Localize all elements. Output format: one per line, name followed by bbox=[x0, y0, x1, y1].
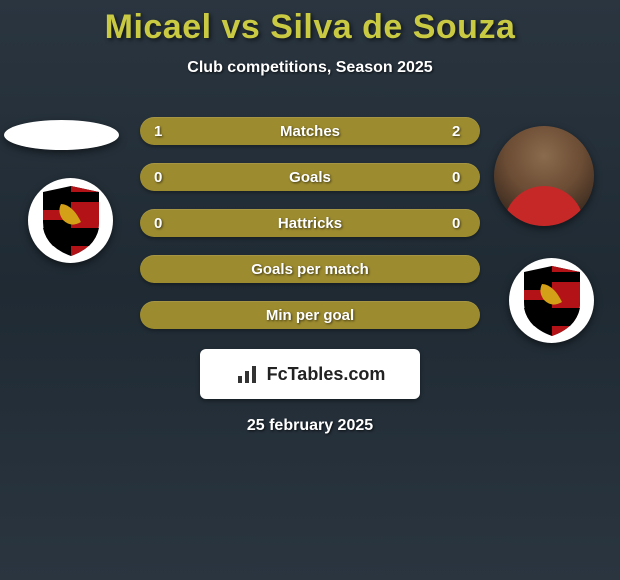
stat-label: Min per goal bbox=[266, 307, 354, 324]
club-left-badge bbox=[28, 178, 113, 263]
stat-left-value: 1 bbox=[154, 123, 168, 140]
player-right-avatar bbox=[494, 126, 594, 226]
stat-row-mpg: Min per goal bbox=[140, 301, 480, 329]
player-left-avatar bbox=[4, 120, 119, 150]
stat-left-value: 0 bbox=[154, 169, 168, 186]
page-title: Micael vs Silva de Souza bbox=[0, 8, 620, 47]
stat-right-value: 0 bbox=[452, 169, 466, 186]
stat-label: Goals bbox=[289, 169, 331, 186]
club-right-badge bbox=[509, 258, 594, 343]
stat-label: Matches bbox=[280, 123, 340, 140]
shield-icon bbox=[39, 184, 103, 258]
subtitle: Club competitions, Season 2025 bbox=[0, 59, 620, 77]
date-label: 25 february 2025 bbox=[0, 417, 620, 435]
stat-row-goals: 0 Goals 0 bbox=[140, 163, 480, 191]
stat-right-value: 0 bbox=[452, 215, 466, 232]
chart-icon bbox=[235, 362, 259, 386]
stat-left-value: 0 bbox=[154, 215, 168, 232]
stat-row-matches: 1 Matches 2 bbox=[140, 117, 480, 145]
stat-label: Goals per match bbox=[251, 261, 369, 278]
stats-table: 1 Matches 2 0 Goals 0 0 Hattricks 0 Goal… bbox=[140, 117, 480, 329]
stat-label: Hattricks bbox=[278, 215, 342, 232]
brand-text: FcTables.com bbox=[267, 364, 386, 385]
stat-row-gpm: Goals per match bbox=[140, 255, 480, 283]
shield-icon bbox=[520, 264, 584, 338]
brand-badge[interactable]: FcTables.com bbox=[200, 349, 420, 399]
comparison-card: Micael vs Silva de Souza Club competitio… bbox=[0, 0, 620, 435]
stat-right-value: 2 bbox=[452, 123, 466, 140]
stat-row-hattricks: 0 Hattricks 0 bbox=[140, 209, 480, 237]
